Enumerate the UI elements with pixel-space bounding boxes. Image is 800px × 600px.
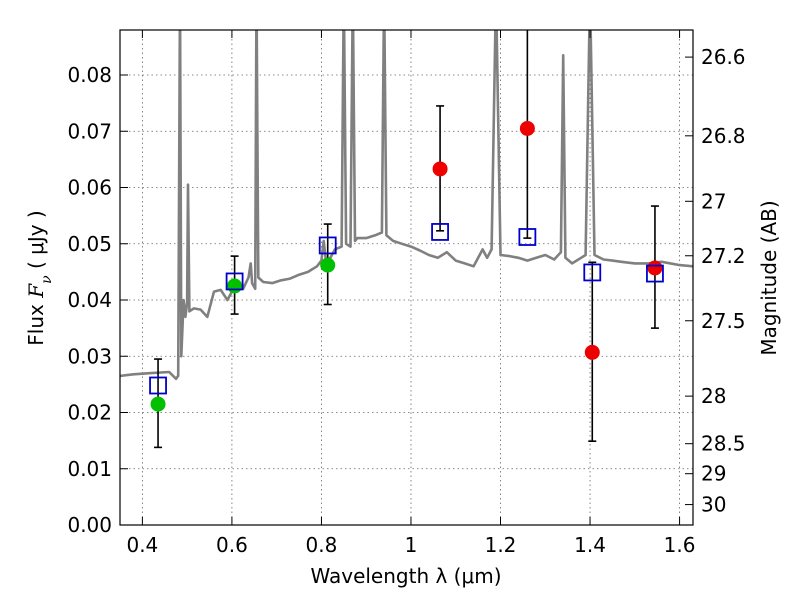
y2-tick-label: 26.6 <box>701 45 746 69</box>
red-circle-point <box>647 260 663 276</box>
plot-frame <box>119 29 694 526</box>
y2-tick-label: 26.8 <box>701 124 746 148</box>
red-circle-point <box>432 161 448 177</box>
red-circle-point <box>584 344 600 360</box>
y-axis-label: Flux Fν ( μJy ) <box>24 210 55 345</box>
x-tick-label: 0.6 <box>216 533 248 557</box>
marker-layer <box>149 120 664 412</box>
x-tick-label: 0.8 <box>306 533 338 557</box>
y-tick-label: 0.07 <box>67 119 112 143</box>
model-photometry-square <box>583 263 602 282</box>
model-photometry-square <box>149 376 167 395</box>
y2-tick-label: 27.2 <box>701 244 746 268</box>
y2-tick-label: 28.5 <box>701 432 746 456</box>
x-axis: 0.4 0.6 0.8 1 1.2 1.4 1.6 <box>126 30 695 557</box>
y2-tick-label: 30 <box>701 493 726 517</box>
green-circle-point <box>150 396 166 412</box>
model-photometry-square <box>518 228 537 246</box>
red-circle-point <box>519 120 535 136</box>
spectrum-layer <box>120 30 693 381</box>
x-tick-label: 1.4 <box>574 533 606 557</box>
y2-tick-label: 29 <box>701 462 726 486</box>
green-circle-point <box>320 257 336 273</box>
x-tick-label: 1.2 <box>485 533 517 557</box>
x-axis-label: Wavelength λ (μm) <box>310 564 501 588</box>
y-tick-label: 0.03 <box>67 344 112 368</box>
model-photometry-square <box>318 236 337 255</box>
y-tick-label: 0.06 <box>67 176 112 200</box>
template-spectrum-line <box>120 30 693 381</box>
y-tick-label: 0.02 <box>67 401 112 425</box>
y2-tick-label: 27.5 <box>701 309 746 333</box>
model-photometry-square <box>431 223 449 241</box>
y2-axis-magnitude: 26.6 26.8 27 27.2 27.5 28 28.5 29 30 <box>685 45 746 517</box>
y-tick-label: 0.00 <box>67 513 112 537</box>
green-circle-point <box>227 278 243 294</box>
y-tick-label: 0.04 <box>67 288 112 312</box>
model-photometry-square <box>646 264 664 283</box>
x-tick-label: 1.6 <box>664 533 696 557</box>
errorbar-layer <box>154 30 659 449</box>
model-photometry-square <box>225 272 244 291</box>
y-tick-label: 0.05 <box>67 232 112 256</box>
y2-axis-label: Magnitude (AB) <box>757 200 781 355</box>
grid-lines <box>120 30 693 526</box>
y-tick-label: 0.08 <box>67 63 112 87</box>
y2-tick-label: 27 <box>701 189 726 213</box>
y-axis: 0.00 0.01 0.02 0.03 0.04 0.05 0.06 0.07 0.08 <box>67 63 128 537</box>
x-tick-label: 1 <box>405 533 418 557</box>
x-tick-label: 0.4 <box>126 533 158 557</box>
y-tick-label: 0.01 <box>67 457 112 481</box>
y2-tick-label: 28 <box>701 384 726 408</box>
